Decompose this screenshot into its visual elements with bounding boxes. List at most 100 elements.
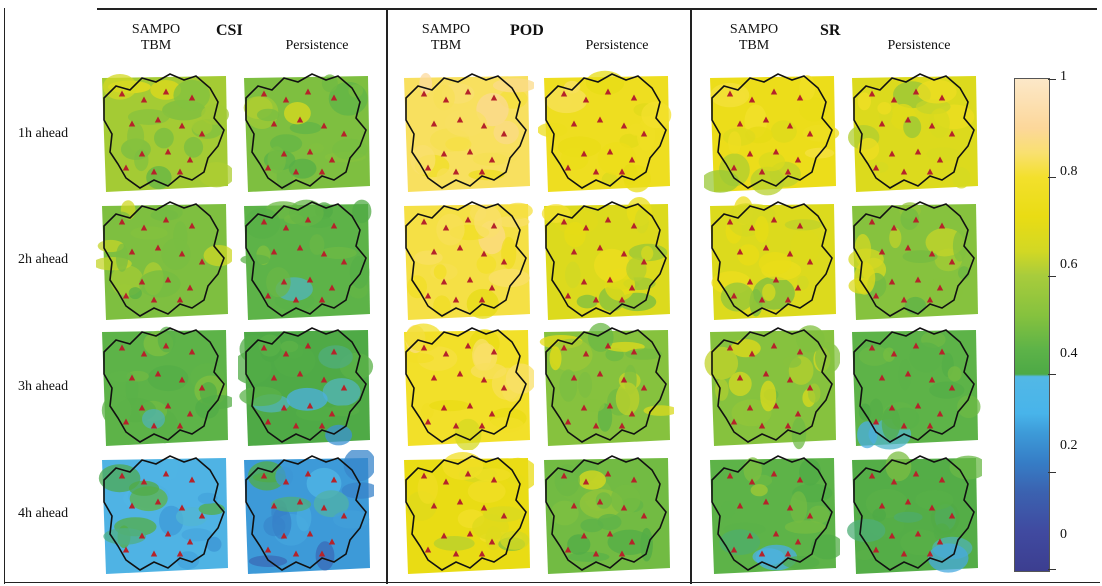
score-patch (476, 254, 497, 274)
radar-site-marker (330, 348, 338, 355)
radar-site-marker (420, 218, 428, 225)
radar-site-marker (784, 168, 792, 175)
radar-site-marker (456, 498, 464, 505)
radar-site-marker (328, 156, 336, 163)
score-patch (493, 120, 519, 145)
score-patch (758, 152, 785, 172)
radar-site-marker (500, 384, 508, 391)
score-patch (858, 346, 891, 366)
radar-site-marker (786, 250, 794, 257)
colorbar-label: 0.6 (1060, 257, 1078, 272)
radar-site-marker (464, 216, 472, 223)
radar-site-marker (296, 116, 304, 123)
region-border (853, 455, 975, 571)
radar-site-marker (570, 248, 578, 255)
score-patch (433, 536, 475, 551)
radar-site-marker (452, 550, 460, 557)
score-patch (885, 451, 912, 482)
radar-site-marker (296, 498, 304, 505)
radar-site-marker (748, 478, 756, 485)
radar-site-marker (620, 250, 628, 257)
radar-site-marker (620, 376, 628, 383)
score-patch (130, 226, 168, 240)
region-border (545, 73, 667, 189)
score-patch (743, 457, 762, 483)
score-patch (597, 403, 613, 432)
radar-site-marker (198, 384, 206, 391)
radar-site-marker (580, 150, 588, 157)
radar-site-marker (318, 168, 326, 175)
radar-site-marker (466, 148, 474, 155)
region-border (245, 327, 367, 443)
radar-site-marker (186, 410, 194, 417)
score-patch (417, 346, 458, 371)
score-patch (754, 215, 769, 243)
radar-site-marker (154, 244, 162, 251)
score-patch (949, 455, 982, 480)
radar-site-marker (596, 498, 604, 505)
radar-site-marker (264, 418, 272, 425)
radar-site-marker (164, 148, 172, 155)
radar-site-marker (150, 422, 158, 429)
radar-site-marker (328, 284, 336, 291)
radar-site-marker (490, 222, 498, 229)
score-patch (926, 147, 961, 162)
map-panel (846, 196, 982, 324)
radar-site-marker (138, 278, 146, 285)
score-patch (597, 513, 622, 531)
map-panel (704, 68, 840, 196)
radar-site-marker (490, 348, 498, 355)
score-patch (564, 221, 586, 248)
score-patch (898, 359, 912, 391)
radar-site-marker (456, 244, 464, 251)
radar-site-marker (580, 532, 588, 539)
score-patch (957, 395, 981, 419)
score-patch (719, 529, 761, 555)
radar-site-marker (430, 248, 438, 255)
radar-site-marker (900, 422, 908, 429)
sr-model-header: SAMPO TBM (729, 22, 779, 53)
radar-site-marker (620, 122, 628, 129)
row-label-4h: 4h ahead (18, 506, 69, 521)
radar-site-marker (606, 402, 614, 409)
score-patch (889, 227, 902, 249)
radar-site-marker (162, 216, 170, 223)
radar-site-marker (618, 168, 626, 175)
radar-site-marker (488, 538, 496, 545)
score-patch (541, 204, 571, 223)
score-patch (915, 490, 954, 510)
score-patch (468, 169, 505, 181)
score-patch (728, 371, 752, 396)
radar-site-marker (904, 370, 912, 377)
colorbar-label: 0.4 (1060, 346, 1078, 361)
region-border (103, 455, 225, 571)
map-panel (704, 322, 840, 450)
score-patch (472, 152, 507, 166)
radar-site-marker (478, 550, 486, 557)
radar-site-marker (176, 168, 184, 175)
csi-model-header: SAMPO TBM (131, 22, 181, 53)
region-border (405, 455, 527, 571)
score-patch (854, 262, 876, 295)
radar-site-marker (150, 168, 158, 175)
radar-site-marker (748, 350, 756, 357)
radar-site-marker (270, 502, 278, 509)
region-border (245, 201, 367, 317)
radar-site-marker (480, 122, 488, 129)
radar-site-marker (198, 258, 206, 265)
radar-site-marker (162, 88, 170, 95)
radar-site-marker (260, 472, 268, 479)
radar-site-marker (304, 342, 312, 349)
colorbar-tick (1048, 374, 1056, 375)
score-patch (239, 386, 282, 407)
radar-site-marker (564, 292, 572, 299)
radar-site-marker (330, 222, 338, 229)
radar-site-marker (122, 546, 130, 553)
radar-site-marker (772, 148, 780, 155)
radar-site-marker (592, 550, 600, 557)
score-patch (762, 283, 776, 301)
score-patch (492, 78, 534, 93)
radar-site-marker (630, 348, 638, 355)
radar-site-marker (770, 216, 778, 223)
radar-site-marker (424, 546, 432, 553)
